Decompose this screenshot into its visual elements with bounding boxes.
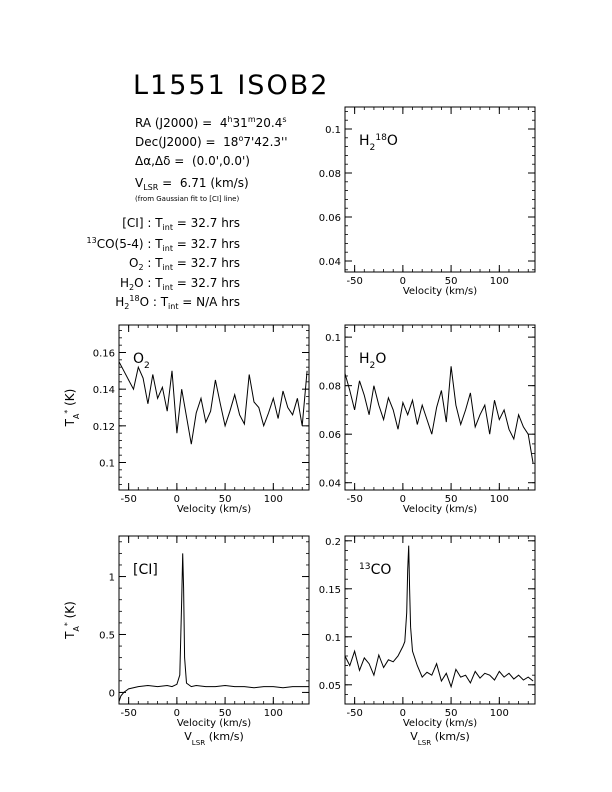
y-tick-label: 0	[109, 688, 115, 699]
y-tick-label: 0.05	[319, 681, 341, 692]
vlsr-note: (from Gaussian fit to [CI] line)	[135, 195, 240, 203]
vlsr-value: 6.71 (km/s)	[179, 176, 249, 190]
integration-row: H218O : Tint = N/A hrs	[115, 294, 240, 311]
integration-value: : Tint = 32.7 hrs	[143, 237, 240, 253]
y-tick-label: 0.14	[93, 385, 115, 396]
y-tick-label: 0.04	[319, 479, 341, 490]
x-tick-label: 100	[490, 494, 509, 505]
y-tick-label: 0.5	[99, 630, 115, 641]
x-tick-label: 50	[219, 708, 232, 719]
x-axis-label: Velocity (km/s)	[403, 504, 477, 515]
plot-frame	[344, 106, 536, 273]
spectrum-line	[118, 361, 308, 445]
x-tick-label: -50	[346, 494, 362, 505]
x-tick-label: 0	[174, 494, 180, 505]
x-tick-label: -50	[346, 708, 362, 719]
x-tick-label: 50	[445, 494, 458, 505]
panel-label: [CI]	[133, 562, 158, 578]
plot-frame	[118, 535, 310, 705]
y-tick-label: 0.1	[325, 333, 341, 344]
x-tick-label: 50	[445, 276, 458, 287]
spectrum-line	[344, 366, 534, 464]
spectrum-line	[118, 553, 309, 702]
y-axis-label: TA* (K)	[63, 601, 81, 640]
y-tick-label: 0.1	[325, 125, 341, 136]
x-axis-label: Velocity (km/s)	[403, 718, 477, 729]
y-tick-label: 0.15	[319, 585, 341, 596]
integration-row: H2O : Tint = 32.7 hrs	[120, 276, 240, 292]
integration-value: : Tint = 32.7 hrs	[143, 216, 240, 232]
ra-line: RA (J2000) = 4h31m20.4s	[135, 115, 287, 130]
y-tick-label: 0.1	[325, 633, 341, 644]
x-tick-label: 50	[445, 708, 458, 719]
x-tick-label: 0	[400, 708, 406, 719]
integration-value: : Tint = N/A hrs	[149, 295, 240, 311]
y-axis-label: TA* (K)	[63, 389, 81, 428]
ra-hours: 4	[219, 116, 228, 130]
x-tick-label: -50	[120, 494, 136, 505]
ra-seconds: 20.4	[255, 116, 283, 130]
integration-line-name: H2O	[119, 276, 144, 292]
y-tick-label: 0.04	[319, 257, 341, 268]
vlsr-line: VLSR = 6.71 (km/s)	[135, 176, 249, 192]
x-tick-label: 50	[219, 494, 232, 505]
x-axis-label-2: VLSR (km/s)	[184, 730, 244, 747]
x-tick-label: 0	[400, 494, 406, 505]
offset-value: (0.0',0.0')	[191, 154, 250, 168]
ra-minutes: 31	[232, 116, 248, 130]
vlsr-label-sub: LSR	[143, 183, 159, 192]
x-tick-label: -50	[120, 708, 136, 719]
x-tick-label: 100	[264, 494, 283, 505]
integration-line-name: 13CO(5-4)	[86, 236, 144, 251]
integration-line-name: H218O	[115, 294, 150, 311]
y-tick-label: 0.08	[319, 169, 341, 180]
x-axis-label: Velocity (km/s)	[177, 718, 251, 729]
y-tick-label: 0.16	[93, 349, 115, 360]
x-tick-label: 100	[490, 708, 509, 719]
panel-label: 13CO	[359, 562, 391, 578]
dec-line: Dec(J2000) = 18o7'42.3''	[135, 134, 288, 149]
page-title: L1551 ISOB2	[133, 70, 330, 101]
integration-value: : Tint = 32.7 hrs	[143, 256, 240, 272]
dec-label: Dec(J2000)	[135, 135, 202, 149]
integration-value: : Tint = 32.7 hrs	[143, 276, 240, 292]
integration-line-name: [CI]	[122, 216, 144, 230]
plot-frame	[344, 535, 536, 705]
x-axis-label: Velocity (km/s)	[403, 286, 477, 297]
integration-line-name: O2	[128, 256, 144, 272]
vlsr-label: V	[135, 176, 144, 190]
x-axis-label: Velocity (km/s)	[177, 504, 251, 515]
x-tick-label: 0	[174, 708, 180, 719]
y-tick-label: 0.1	[99, 459, 115, 470]
integration-row: O2 : Tint = 32.7 hrs	[129, 256, 240, 272]
dec-rest: 7'42.3''	[243, 135, 288, 149]
y-tick-label: 0.08	[319, 382, 341, 393]
x-tick-label: 100	[490, 276, 509, 287]
spectrum-line	[344, 545, 534, 689]
plot-frame	[118, 324, 310, 491]
dec-degrees: 18	[223, 135, 239, 149]
y-tick-label: 0.12	[93, 422, 115, 433]
y-tick-label: 0.2	[325, 537, 341, 548]
offset-label: Δα,Δδ	[135, 154, 171, 168]
x-tick-label: -50	[346, 276, 362, 287]
integration-row: 13CO(5-4) : Tint = 32.7 hrs	[87, 236, 240, 253]
integration-row: [CI] : Tint = 32.7 hrs	[122, 216, 240, 232]
offset-line: Δα,Δδ = (0.0',0.0')	[135, 154, 250, 168]
panel-label: H2O	[359, 351, 386, 371]
y-tick-label: 0.06	[319, 213, 341, 224]
plot-frame	[344, 324, 536, 491]
y-tick-label: 0.06	[319, 430, 341, 441]
y-tick-label: 1	[109, 573, 115, 584]
x-axis-label-2: VLSR (km/s)	[410, 730, 470, 747]
x-tick-label: 0	[400, 276, 406, 287]
ra-label: RA (J2000)	[135, 116, 199, 130]
x-tick-label: 100	[264, 708, 283, 719]
panel-label: O2	[133, 351, 150, 371]
panel-label: H218O	[359, 133, 398, 153]
